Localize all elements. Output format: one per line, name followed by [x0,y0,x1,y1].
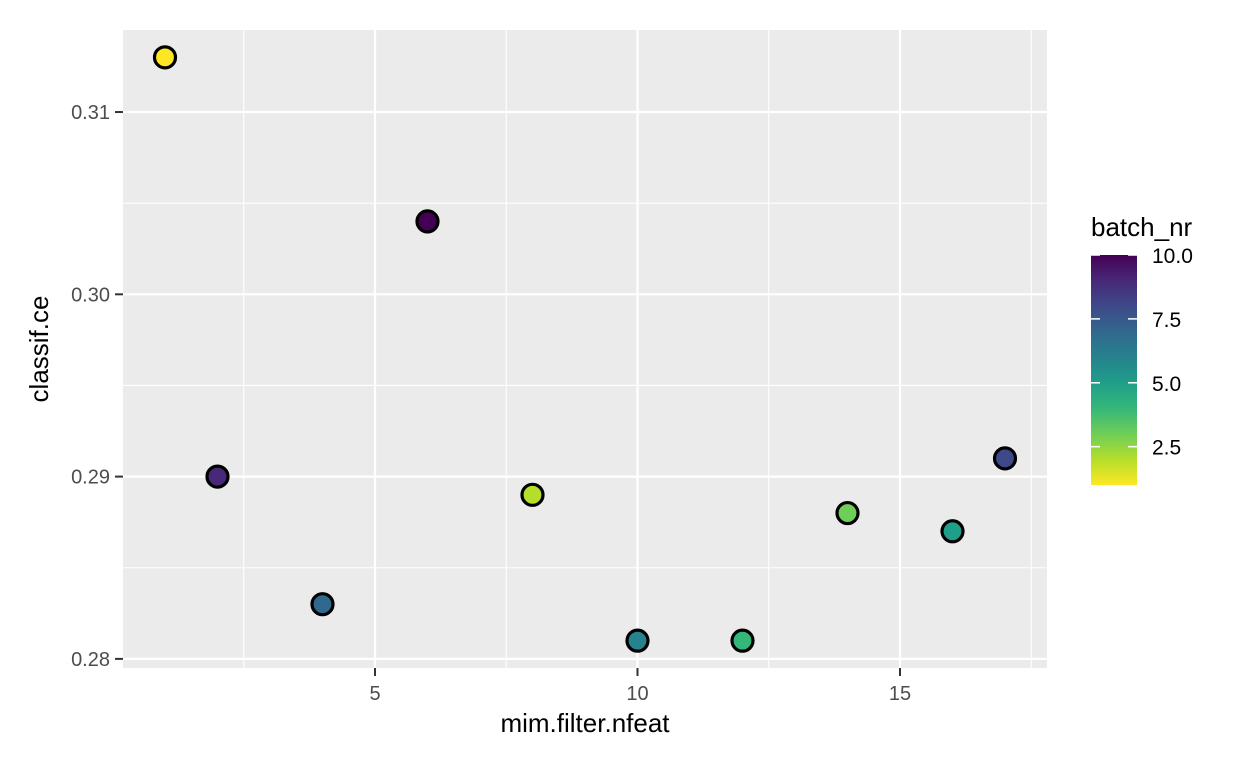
x-axis-title: mim.filter.nfeat [500,708,670,738]
x-axis: 5 10 15 [369,668,911,705]
x-tick-label: 10 [626,683,648,705]
y-tick-label: 0.28 [71,649,110,671]
y-tick-label: 0.29 [71,467,110,489]
legend-tick-label: 5.0 [1152,373,1181,396]
data-point [415,209,440,234]
minor-gridlines [123,30,1047,668]
legend-colorbar [1091,255,1137,485]
plot-panel [123,30,1047,668]
x-tick-label: 15 [889,683,911,705]
legend-tick-label: 7.5 [1152,309,1181,332]
legend-ticks: 2.5 5.0 7.5 10.0 [1091,245,1193,460]
data-points [152,45,1018,653]
data-point [625,628,650,653]
data-point [310,592,335,617]
y-tick-label: 0.30 [71,284,110,306]
y-tick-label: 0.31 [71,102,110,124]
data-point [940,519,965,544]
legend-title: batch_nr [1091,212,1193,242]
color-legend: batch_nr 2.5 5.0 7.5 10.0 [1091,212,1193,485]
data-point [520,482,545,507]
data-point [152,45,178,70]
data-point [730,628,755,653]
data-point [835,500,860,526]
data-point [205,464,230,489]
major-gridlines [123,30,1047,668]
data-point [992,446,1018,471]
legend-tick-label: 2.5 [1152,437,1181,460]
legend-tick-label: 10.0 [1152,245,1193,268]
y-axis: 0.28 0.29 0.30 0.31 [71,102,123,671]
x-tick-label: 5 [369,683,380,705]
y-axis-title: classif.ce [24,296,54,403]
